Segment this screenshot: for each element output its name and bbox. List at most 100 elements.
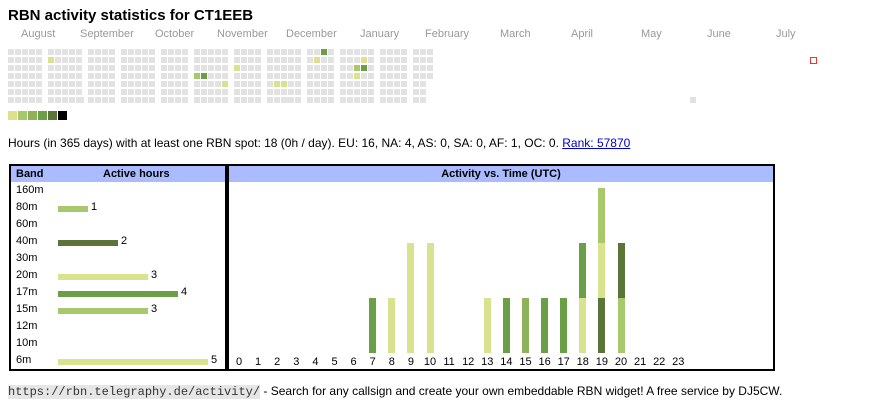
time-chart: Activity vs. Time (UTC) 0 1 2 3 4 5 6 7 8 9 10 11 12…: [226, 164, 775, 371]
calendar-day-cell: [307, 73, 313, 79]
calendar-day-cell: [142, 49, 148, 55]
calendar-day-cell: [128, 89, 134, 95]
band-bar: [58, 359, 208, 365]
calendar-day-cell: [175, 57, 181, 63]
calendar-day-cell: [387, 89, 393, 95]
calendar-day-cell: [121, 57, 127, 63]
calendar-day-cell: [95, 89, 101, 95]
calendar-day-cell: [340, 73, 346, 79]
calendar-day-cell: [15, 73, 21, 79]
calendar-day-cell: [340, 97, 346, 103]
calendar-day-cell: [361, 97, 367, 103]
calendar-day-cell: [201, 49, 207, 55]
rank-link[interactable]: Rank: 57870: [562, 136, 631, 150]
calendar-day-cell: [15, 81, 21, 87]
summary-line: Hours (in 365 days) with at least one RB…: [8, 136, 630, 150]
calendar-day-cell: [182, 65, 188, 71]
calendar-day-cell: [314, 57, 320, 63]
calendar-day-cell: [361, 65, 367, 71]
band-bar: [58, 240, 118, 246]
calendar-day-cell: [201, 65, 207, 71]
month-label: February: [425, 28, 470, 40]
calendar-day-cell: [121, 89, 127, 95]
calendar-day-cell: [142, 73, 148, 79]
calendar-day-cell: [135, 89, 141, 95]
calendar-day-cell: [361, 49, 367, 55]
calendar-day-cell: [88, 49, 94, 55]
calendar-day-cell: [267, 81, 273, 87]
calendar-day-cell: [135, 81, 141, 87]
footer-link[interactable]: https://rbn.telegraphy.de/activity/: [8, 385, 261, 399]
hour-label: 22: [653, 356, 666, 368]
calendar-day-cell: [22, 57, 28, 63]
band-label: 17m: [16, 286, 38, 298]
calendar-day-cell: [295, 49, 301, 55]
calendar-day-cell: [142, 57, 148, 63]
calendar-day-cell: [281, 97, 287, 103]
band-label: 80m: [16, 201, 38, 213]
footer-text: - Search for any callsign and create you…: [260, 384, 783, 398]
calendar-day-cell: [168, 65, 174, 71]
band-bar: [58, 308, 148, 314]
hour-label: 19: [595, 356, 609, 368]
calendar-day-cell: [102, 97, 108, 103]
calendar-day-cell: [182, 97, 188, 103]
calendar-day-cell: [274, 97, 280, 103]
calendar-day-cell: [182, 81, 188, 87]
calendar-day-cell: [149, 73, 155, 79]
calendar-day-cell: [420, 97, 426, 103]
calendar-day-cell: [161, 57, 167, 63]
calendar-day-cell: [281, 89, 287, 95]
calendar-day-cell: [234, 97, 240, 103]
calendar-day-cell: [36, 97, 42, 103]
calendar-day-cell: [22, 65, 28, 71]
calendar-day-cell: [420, 81, 426, 87]
calendar-day-cell: [201, 57, 207, 63]
calendar-day-cell: [387, 73, 393, 79]
calendar-day-cell: [361, 81, 367, 87]
calendar-day-cell: [281, 73, 287, 79]
calendar-day-cell: [387, 57, 393, 63]
calendar-day-cell: [109, 65, 115, 71]
calendar-day-cell: [420, 57, 426, 63]
calendar-day-cell: [149, 97, 155, 103]
calendar-day-cell: [361, 57, 367, 63]
calendar-day-cell: [321, 49, 327, 55]
calendar-day-cell: [102, 81, 108, 87]
calendar-day-cell: [182, 89, 188, 95]
calendar-day-cell: [347, 89, 353, 95]
hours-column-header: Active hours: [103, 168, 170, 180]
calendar-day-cell: [255, 73, 261, 79]
calendar-day-cell: [8, 57, 14, 63]
hour-label: 18: [576, 356, 589, 368]
calendar-day-cell: [354, 97, 360, 103]
calendar-day-cell: [22, 49, 28, 55]
calendar-day-cell: [69, 81, 75, 87]
calendar-day-cell: [255, 89, 261, 95]
calendar-day-cell: [401, 65, 407, 71]
calendar-day-cell: [128, 49, 134, 55]
band-count: 5: [211, 354, 218, 366]
month-label: April: [571, 28, 594, 40]
calendar-day-cell: [15, 97, 21, 103]
calendar-day-cell: [121, 97, 127, 103]
calendar-day-cell: [394, 97, 400, 103]
calendar-day-cell: [267, 49, 273, 55]
calendar-day-cell: [340, 89, 346, 95]
calendar-day-cell: [128, 97, 134, 103]
calendar-day-cell: [288, 81, 294, 87]
calendar-day-cell: [29, 81, 35, 87]
calendar-day-cell: [248, 89, 254, 95]
calendar-day-cell: [307, 65, 313, 71]
legend-swatch: [58, 111, 67, 120]
calendar-day-cell: [413, 65, 419, 71]
calendar-day-cell: [48, 65, 54, 71]
calendar-day-cell: [161, 97, 167, 103]
band-label: 6m: [16, 354, 32, 366]
calendar-day-cell: [248, 73, 254, 79]
calendar-day-cell: [241, 97, 247, 103]
calendar-day-cell: [321, 97, 327, 103]
calendar-day-cell: [194, 81, 200, 87]
calendar-day-cell: [328, 73, 334, 79]
calendar-day-cell: [347, 57, 353, 63]
